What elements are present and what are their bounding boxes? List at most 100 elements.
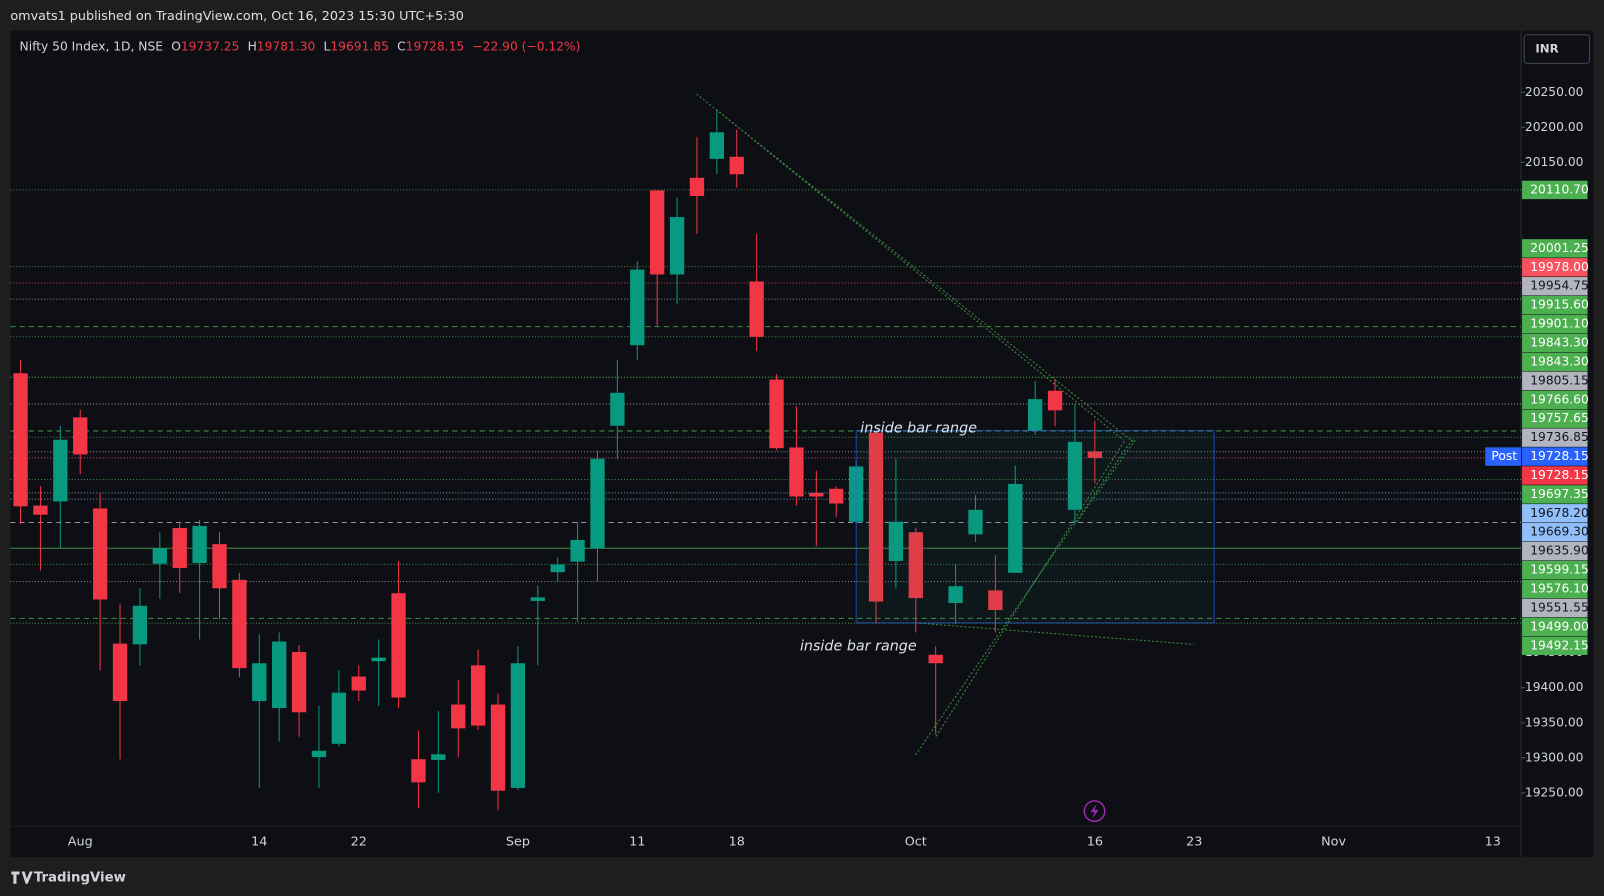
candle-body <box>431 754 446 760</box>
trendline <box>915 622 1194 645</box>
y-tick-label: 20200.00 <box>1525 120 1584 134</box>
candle-body <box>570 539 585 562</box>
price-label-box <box>1522 466 1588 485</box>
candle-body <box>411 759 426 783</box>
price-label: 19736.85 <box>1530 430 1589 444</box>
candle-body <box>33 505 48 515</box>
candle-body <box>152 548 167 564</box>
price-label: 19576.10 <box>1530 581 1589 595</box>
price-label-box <box>1522 333 1588 353</box>
price-label-box <box>1522 352 1588 372</box>
candle-body <box>291 652 307 713</box>
price-label: 19492.15 <box>1530 638 1589 652</box>
currency-button[interactable] <box>1523 34 1591 64</box>
x-tick-label: 16 <box>1087 834 1103 849</box>
price-label-box <box>1522 504 1588 523</box>
y-tick-label: 19400.00 <box>1525 680 1584 694</box>
candle-body <box>689 177 705 197</box>
price-label: 19678.20 <box>1530 506 1589 520</box>
price-label-box <box>1522 447 1588 466</box>
candle-body <box>92 508 108 600</box>
currency[interactable]: INR <box>1535 42 1558 56</box>
candle-body <box>829 488 844 504</box>
event-icon-bolt <box>1090 803 1099 819</box>
legend-change: −22.90 (−0.12%) <box>472 40 580 54</box>
price-label-box <box>1522 636 1588 655</box>
price-label: 19669.30 <box>1530 525 1589 539</box>
x-tick-label: 18 <box>729 834 745 849</box>
candle-body <box>252 663 267 702</box>
price-label: 19599.15 <box>1530 563 1589 577</box>
legend-key: C <box>397 40 406 54</box>
legend-key: L <box>324 40 331 54</box>
candle-body <box>789 447 804 497</box>
price-label-box <box>1522 314 1588 334</box>
price-label-box <box>1522 598 1588 618</box>
candle-body <box>530 597 545 601</box>
event-icon[interactable] <box>1083 800 1106 823</box>
trendline <box>915 437 1134 756</box>
trendline <box>1076 439 1136 522</box>
price-label: 20110.70 <box>1530 182 1589 196</box>
drawings <box>696 93 1215 756</box>
price-label-box <box>1522 523 1588 542</box>
price-label-box <box>1522 371 1588 391</box>
legend-value: 19691.85 <box>330 40 389 54</box>
plot <box>10 109 1522 811</box>
price-label: 19954.75 <box>1530 279 1589 293</box>
brand: TradingView <box>34 871 126 886</box>
x-tick-label: 22 <box>351 834 367 849</box>
trendline <box>935 439 1126 737</box>
price-label-box <box>1522 560 1588 580</box>
candle-body <box>1087 451 1102 458</box>
price-label-box <box>1522 239 1588 258</box>
price-label: 20001.25 <box>1530 241 1589 255</box>
candle-body <box>311 750 327 758</box>
candle-body <box>490 704 506 791</box>
candle-body <box>53 439 68 502</box>
x-tick-label: 11 <box>629 834 645 849</box>
price-tag: Post <box>1491 449 1517 463</box>
price-label-box <box>1522 617 1588 637</box>
price-label: 19978.00 <box>1530 260 1589 274</box>
candle-body <box>908 532 923 599</box>
candle-body <box>112 643 128 702</box>
price-label: 19843.30 <box>1530 354 1589 368</box>
x-tick-label: Sep <box>506 834 530 849</box>
candle-body <box>172 528 187 568</box>
candle-body <box>610 392 625 426</box>
candle-body <box>351 676 366 691</box>
price-label: 19551.55 <box>1530 600 1589 614</box>
legend-key: O <box>171 40 181 54</box>
y-tick-label: 19350.00 <box>1525 715 1584 729</box>
candle-body <box>73 417 88 455</box>
price-tag-box <box>1485 447 1522 466</box>
y-tick-label: 19300.00 <box>1525 750 1584 764</box>
x-tick-label: Nov <box>1321 834 1346 849</box>
candle-body <box>590 458 605 549</box>
price-label-box <box>1522 295 1588 315</box>
price-label-box <box>1522 258 1588 277</box>
ohlc-legend: O 19737.25 H 19781.30 L 19691.85 C 19728.15 −22.… <box>171 40 580 54</box>
candle-body <box>650 190 665 275</box>
range-box <box>855 430 1215 624</box>
x-tick-label: 23 <box>1186 834 1202 849</box>
y-tick-label: 19250.00 <box>1525 785 1584 799</box>
x-tick-label: Aug <box>68 834 93 849</box>
price-label-box <box>1522 485 1588 504</box>
legend-key: H <box>248 40 257 54</box>
x-tick-label: 13 <box>1485 834 1501 849</box>
price-label: 19728.15 <box>1530 468 1589 482</box>
trendline <box>696 93 1134 443</box>
x-tick-label: 14 <box>251 834 267 849</box>
y-tick-label: 20150.00 <box>1525 155 1584 169</box>
candle-body <box>968 509 983 535</box>
candle-body <box>709 132 725 159</box>
price-label: 19697.35 <box>1530 487 1589 501</box>
publisher: omvats1 published on TradingView.com, Oc… <box>10 9 464 24</box>
candle-body <box>232 579 247 669</box>
candle-body <box>550 564 565 573</box>
candle-body <box>451 704 466 729</box>
annotation: inside bar range <box>800 638 917 654</box>
candle-body <box>371 657 386 662</box>
